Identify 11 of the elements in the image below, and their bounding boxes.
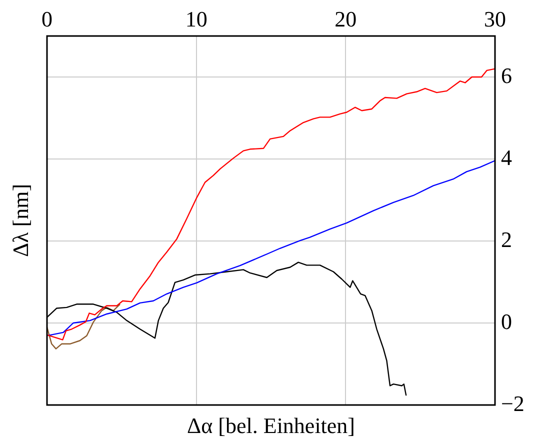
x-tick-label: 30 [484,6,506,32]
y-tick-label: 2 [501,226,512,252]
x-tick-label: 10 [185,6,208,32]
y-tick-label: 4 [501,144,512,170]
y-axis-title: Δλ [nm] [8,184,33,258]
y-tick-label: 0 [501,308,512,334]
x-axis-title: Δα [bel. Einheiten] [186,412,356,438]
y-tick-label: −2 [501,390,524,416]
x-tick-label: 0 [42,6,52,32]
y-tick-label: 6 [501,62,512,88]
x-tick-label: 20 [334,6,357,32]
